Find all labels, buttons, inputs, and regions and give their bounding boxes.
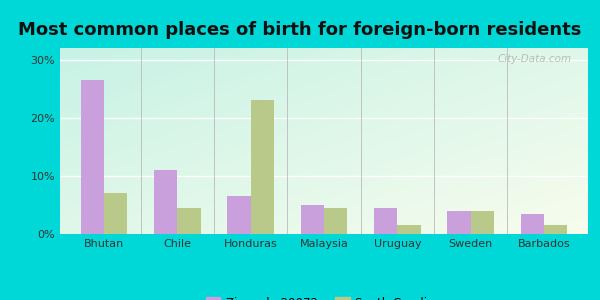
Legend: Zip code 29072, South Carolina: Zip code 29072, South Carolina (201, 292, 447, 300)
Bar (80, 80, 104, 234)
Bar (324, 208, 347, 234)
Bar (374, 208, 397, 234)
Bar (397, 225, 421, 234)
Text: Most common places of birth for foreign-born residents: Most common places of birth for foreign-… (19, 21, 581, 39)
Bar (544, 225, 568, 234)
Bar (447, 211, 470, 234)
Bar (178, 208, 201, 234)
Bar (470, 211, 494, 234)
Bar (301, 205, 324, 234)
Bar (251, 100, 274, 234)
Text: City-Data.com: City-Data.com (498, 54, 572, 64)
Bar (104, 193, 127, 234)
Bar (154, 170, 178, 234)
Bar (227, 196, 251, 234)
Bar (521, 214, 544, 234)
